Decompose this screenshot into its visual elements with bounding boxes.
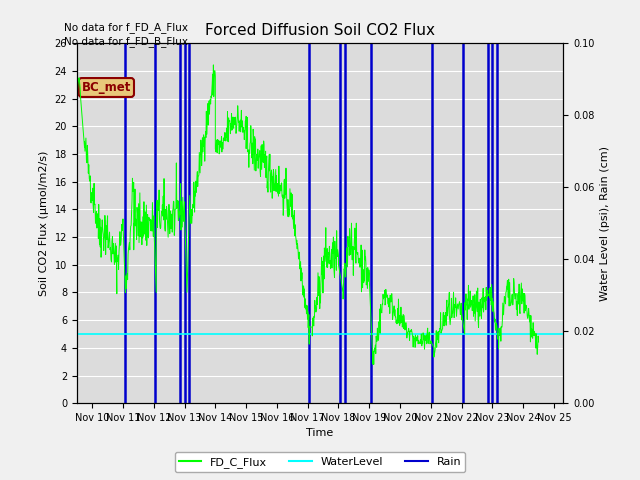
Legend: FD_C_Flux, WaterLevel, Rain: FD_C_Flux, WaterLevel, Rain: [175, 452, 465, 472]
Text: No data for f_FD_B_Flux: No data for f_FD_B_Flux: [64, 36, 188, 47]
Y-axis label: Soil CO2 Flux (μmol/m2/s): Soil CO2 Flux (μmol/m2/s): [39, 151, 49, 296]
Text: No data for f_FD_A_Flux: No data for f_FD_A_Flux: [64, 22, 188, 33]
Text: BC_met: BC_met: [82, 81, 131, 94]
Y-axis label: Water Level (psi), Rain (cm): Water Level (psi), Rain (cm): [600, 146, 610, 300]
Title: Forced Diffusion Soil CO2 Flux: Forced Diffusion Soil CO2 Flux: [205, 23, 435, 38]
X-axis label: Time: Time: [307, 429, 333, 438]
